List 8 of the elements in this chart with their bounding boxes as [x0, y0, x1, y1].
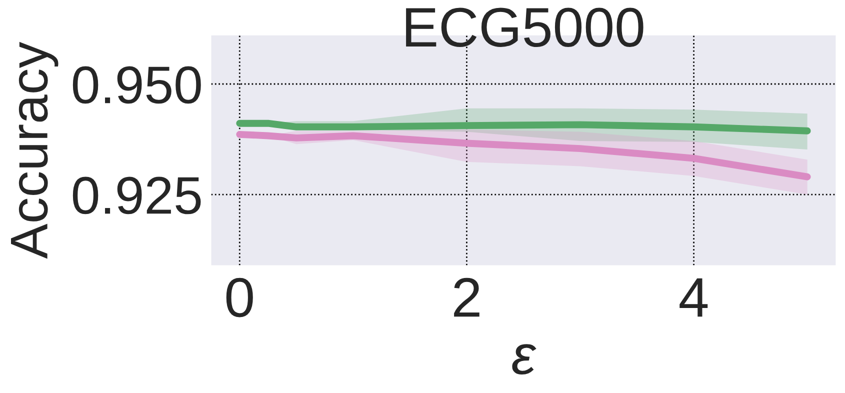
chart-title: ECG5000	[406, 8, 644, 48]
y-tick-label: 0.925	[72, 176, 201, 214]
y-axis-title: Accuracy	[11, 42, 58, 259]
x-tick-label: 2	[454, 278, 480, 317]
x-tick-label: 0	[226, 278, 253, 318]
x-axis-title: ε	[512, 344, 536, 375]
y-tick-label: 0.950	[72, 66, 201, 104]
x-tick-label: 4	[680, 278, 708, 317]
